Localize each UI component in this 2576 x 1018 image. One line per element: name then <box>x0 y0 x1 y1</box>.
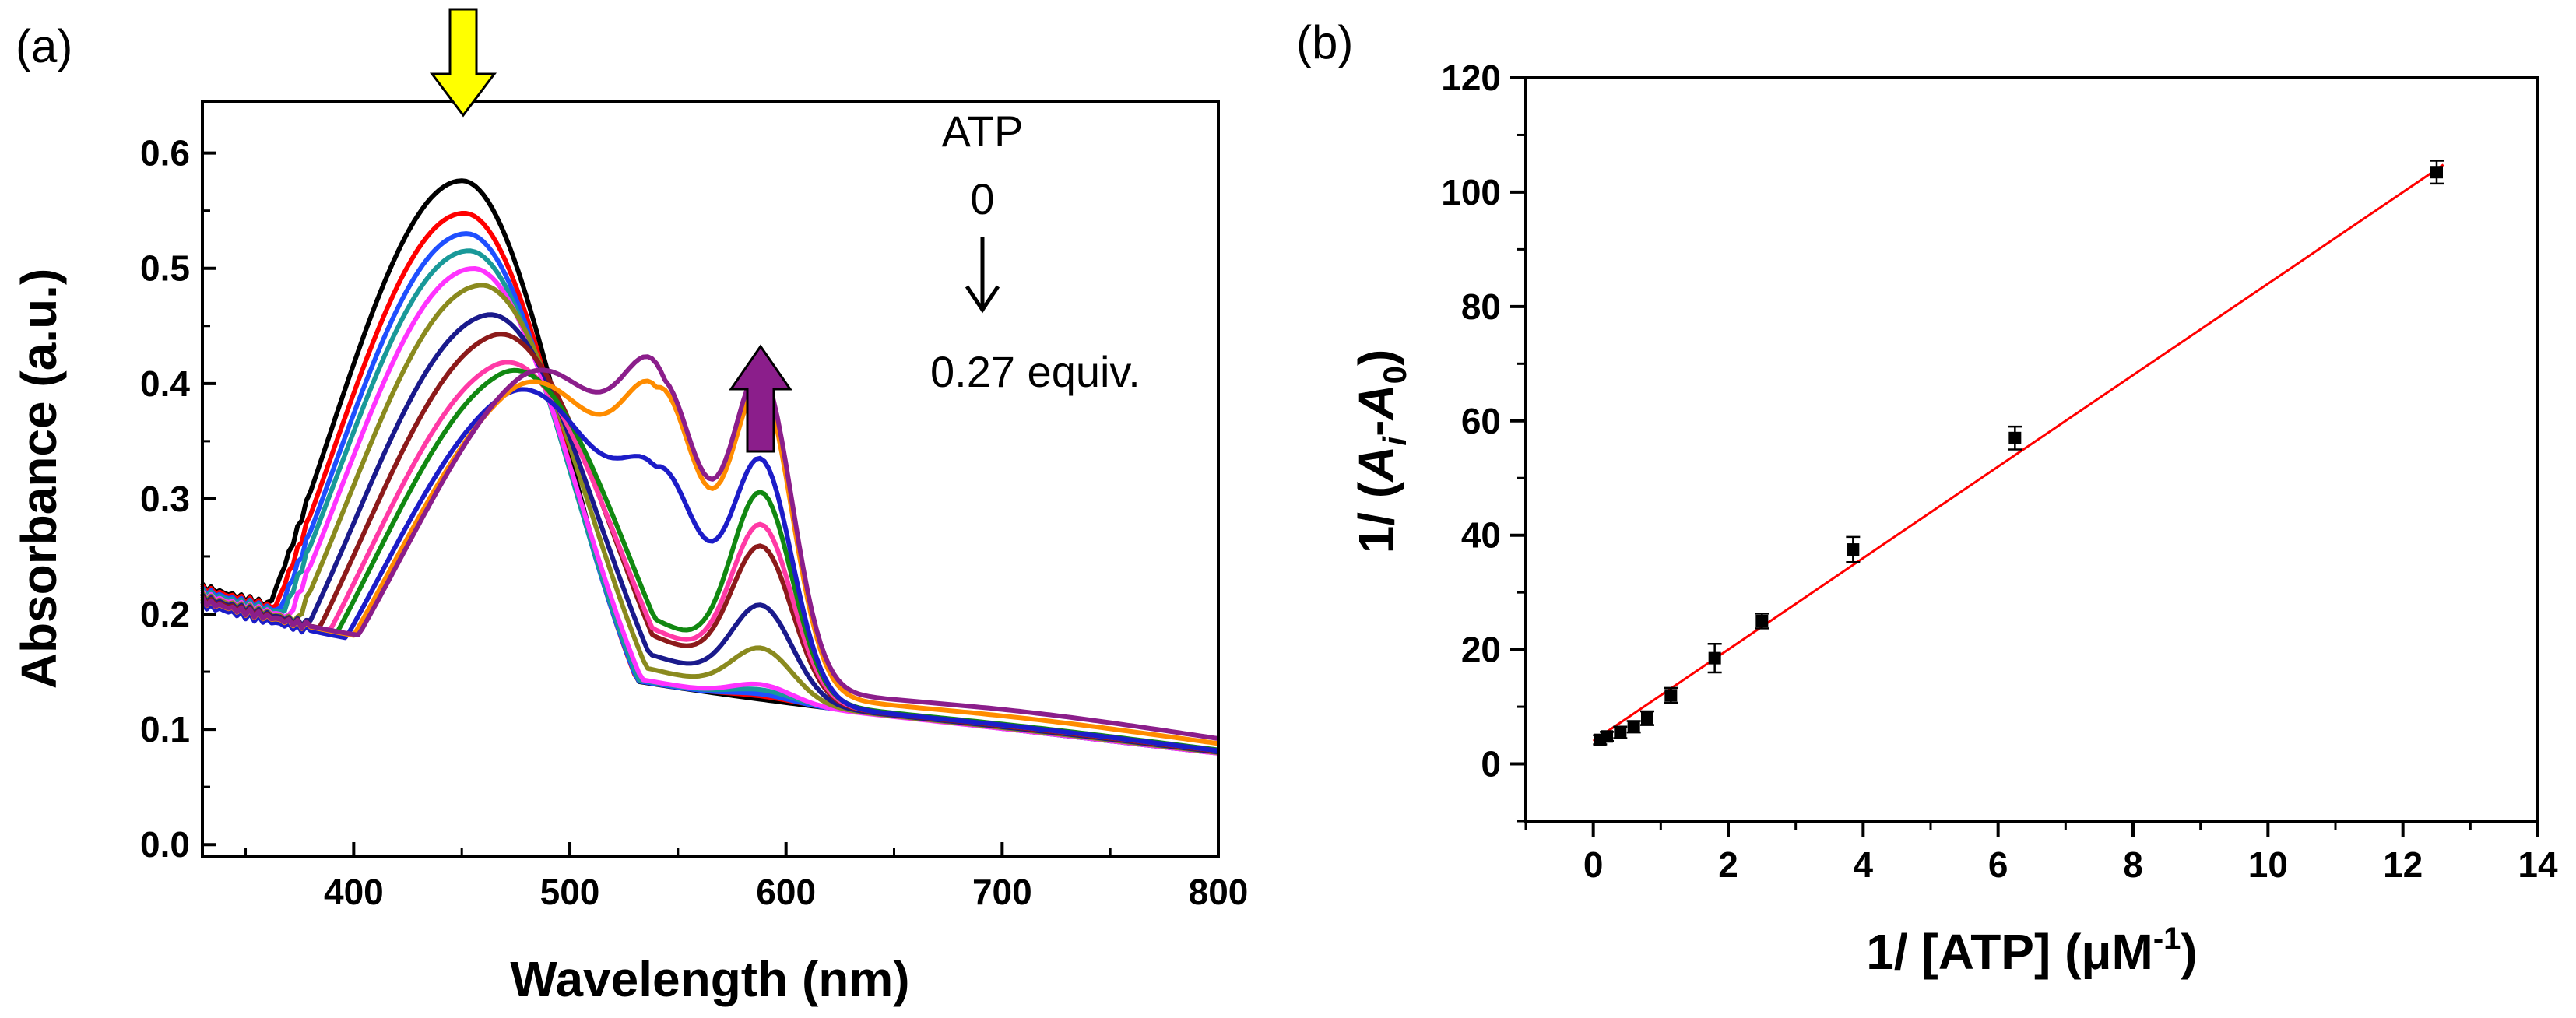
annotation-reagent: ATP <box>942 107 1024 156</box>
data-points <box>1593 160 2444 746</box>
y-tick-label-a: 0.2 <box>140 594 190 634</box>
spectrum-line <box>200 378 1219 746</box>
x-tick-label-b: 4 <box>1854 844 1874 885</box>
data-point <box>1641 711 1653 725</box>
y-tick-label-a: 0.1 <box>140 709 190 749</box>
increase-arrow-icon <box>729 344 792 453</box>
x-axis-ticks-a: 400 500 600 700 800 <box>244 842 1249 912</box>
x-tick-label-a: 400 <box>324 872 384 912</box>
panel-a: (a) 400 500 600 700 800 0.00.10.20.30.40.50.… <box>11 8 1249 1007</box>
spectrum-line <box>200 266 1219 756</box>
data-point <box>1664 689 1678 702</box>
panel-b: (b) 0 2 4 6 8 10 12 14 0 20 40 60 80 100 120 1/ [ATP]… <box>1296 16 2558 980</box>
x-tick-label-b: 2 <box>1718 844 1738 885</box>
x-axis-title-a: Wavelength (nm) <box>510 951 909 1007</box>
spectra-curves <box>200 178 1219 756</box>
data-point <box>2430 166 2443 179</box>
panel-b-label: (b) <box>1296 16 1353 68</box>
y-tick-label-a: 0.6 <box>140 133 190 174</box>
spectrum-line <box>200 387 1219 753</box>
y-axis-ticks-a: 0.0 0.1 0.2 0.3 0.4 0.5 0.6 <box>140 133 216 865</box>
plot-frame-b <box>1524 76 2539 823</box>
spectrum-line <box>200 178 1219 756</box>
y-tick-label-b: 100 <box>1441 172 1501 212</box>
data-point <box>1847 543 1860 556</box>
x-tick-label-a: 600 <box>756 872 816 912</box>
y-tick-label-a: 0.4 <box>140 363 190 404</box>
annotation-end: 0.27 equiv. <box>930 347 1140 396</box>
x-tick-label-a: 500 <box>540 872 600 912</box>
data-point <box>2008 431 2022 444</box>
panel-a-label: (a) <box>16 20 72 72</box>
data-point <box>1627 720 1640 733</box>
fit-line <box>1592 163 2444 742</box>
x-tick-label-a: 700 <box>972 872 1032 912</box>
data-point <box>1708 651 1721 665</box>
decrease-arrow-icon <box>429 8 497 118</box>
y-axis-title-a: Absorbance (a.u.) <box>11 269 67 690</box>
y-tick-label-b: 40 <box>1461 515 1501 556</box>
x-tick-label-b: 10 <box>2248 844 2288 885</box>
x-tick-label-b: 0 <box>1583 844 1604 885</box>
x-axis-ticks-b: 0 2 4 6 8 10 12 14 <box>1524 821 2558 885</box>
y-tick-label-b: 120 <box>1441 58 1501 98</box>
data-point <box>1755 614 1769 627</box>
data-point <box>1601 730 1613 743</box>
x-tick-label-a: 800 <box>1189 872 1249 912</box>
data-point <box>1614 726 1627 739</box>
y-tick-label-b: 60 <box>1461 401 1501 441</box>
y-tick-label-a: 0.0 <box>140 824 190 865</box>
y-tick-label-a: 0.3 <box>140 479 190 519</box>
plot-frame-a <box>201 100 1220 858</box>
y-tick-label-b: 20 <box>1461 630 1501 670</box>
y-axis-title-b: 1/ (Ai-A0) <box>1348 349 1413 554</box>
annotation-start: 0 <box>970 174 994 223</box>
x-tick-label-b: 8 <box>2123 844 2143 885</box>
x-axis-title-b: 1/ [ATP] (μM-1) <box>1866 921 2197 980</box>
x-tick-label-b: 6 <box>1988 844 2008 885</box>
x-tick-label-b: 14 <box>2518 844 2558 885</box>
spectrum-line <box>200 248 1219 755</box>
y-axis-ticks-b: 0 20 40 60 80 100 120 <box>1441 58 1526 823</box>
spectrum-line <box>200 354 1219 741</box>
y-tick-label-b: 80 <box>1461 286 1501 327</box>
y-tick-label-b: 0 <box>1481 744 1501 785</box>
x-tick-label-b: 12 <box>2383 844 2423 885</box>
linear-fit <box>1592 163 2444 742</box>
y-tick-label-a: 0.5 <box>140 248 190 289</box>
annotation-down-arrow-icon <box>965 237 1000 314</box>
